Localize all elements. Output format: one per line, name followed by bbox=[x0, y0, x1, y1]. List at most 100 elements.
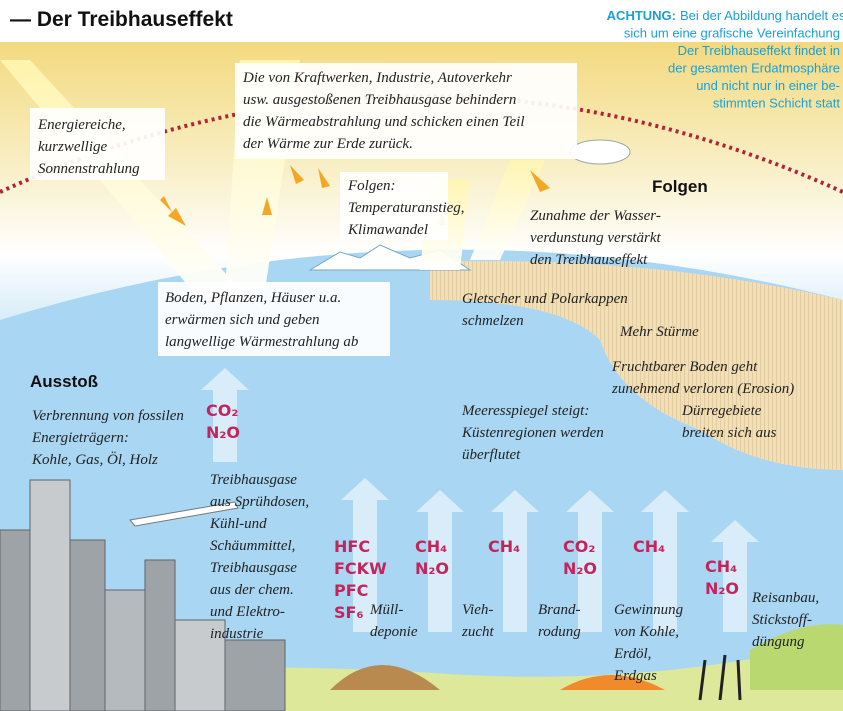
header-band bbox=[0, 0, 843, 42]
notice-line: und nicht nur in einer be- bbox=[696, 78, 840, 93]
source-text: Energieträgern: bbox=[31, 430, 129, 446]
landfill bbox=[330, 665, 440, 690]
source-text: von Kohle, bbox=[614, 624, 679, 640]
arrow bbox=[290, 165, 304, 184]
greenhouse-text: usw. ausgestoßenen Treibhausgase behinde… bbox=[243, 92, 516, 108]
notice-line: sich um eine grafische Vereinfachung bbox=[624, 26, 840, 41]
source-text: Erdöl, bbox=[613, 646, 651, 662]
sun-text: Energiereiche, bbox=[37, 117, 126, 133]
building bbox=[29, 479, 71, 711]
cloud bbox=[569, 139, 631, 165]
source-text: Treibhausgase bbox=[210, 560, 297, 576]
rig bbox=[736, 659, 742, 701]
heat-ray bbox=[470, 160, 545, 260]
source-text: Schäummittel, bbox=[210, 538, 295, 554]
greenhouse-text: Die von Kraftwerken, Industrie, Autoverk… bbox=[242, 70, 512, 86]
title: — Der Treibhauseffekt bbox=[10, 8, 233, 31]
consequence-text: Dürregebiete bbox=[681, 403, 762, 419]
source-text: Vieh- bbox=[462, 602, 493, 618]
notice-line: der gesamten Erdatmosphäre bbox=[668, 61, 840, 76]
city bbox=[0, 479, 286, 711]
section-heading: Ausstoß bbox=[30, 372, 98, 391]
gas-label: CH₄ bbox=[488, 537, 520, 556]
gas-label: PFC bbox=[334, 581, 368, 600]
building bbox=[144, 559, 176, 711]
consequence-text: breiten sich aus bbox=[682, 425, 777, 441]
sun-text: kurzwellige bbox=[38, 139, 107, 155]
gas-label: N₂O bbox=[563, 559, 597, 578]
notice-label: ACHTUNG: bbox=[607, 8, 676, 23]
source-text: Reisanbau, bbox=[751, 590, 819, 606]
up-arrow bbox=[201, 368, 249, 462]
source-text: Kühl-und bbox=[209, 516, 267, 532]
section-heading: Folgen bbox=[652, 177, 708, 196]
building bbox=[69, 539, 106, 711]
building bbox=[224, 639, 286, 711]
gas-label: FCKW bbox=[334, 559, 387, 578]
consequence-text: zunehmend verloren (Erosion) bbox=[611, 381, 794, 397]
up-arrow bbox=[416, 490, 464, 632]
consequence-text: Zunahme der Wasser- bbox=[530, 208, 661, 224]
building bbox=[104, 589, 146, 711]
rig bbox=[718, 654, 727, 701]
notice-line: stimmten Schicht statt bbox=[713, 96, 841, 111]
consequence-text: verdunstung verstärkt bbox=[530, 230, 662, 246]
sun-text: Sonnenstrahlung bbox=[38, 161, 140, 177]
gas-label: CO₂ bbox=[206, 401, 238, 420]
source-text: düngung bbox=[752, 634, 805, 650]
gas-label: HFC bbox=[334, 537, 370, 556]
ground-text: erwärmen sich und geben bbox=[165, 312, 320, 328]
arrow bbox=[318, 168, 330, 188]
greenhouse-text: der Wärme zur Erde zurück. bbox=[243, 136, 413, 152]
source-text: Erdgas bbox=[613, 668, 657, 684]
source-text: zucht bbox=[461, 624, 494, 640]
up-arrow bbox=[566, 490, 614, 632]
summary-text: Temperaturanstieg, bbox=[348, 200, 465, 216]
gas-label: N₂O bbox=[415, 559, 449, 578]
source-text: Kohle, Gas, Öl, Holz bbox=[31, 451, 158, 468]
land bbox=[430, 261, 843, 470]
up-arrow bbox=[641, 490, 689, 632]
arrows bbox=[160, 165, 550, 226]
consequence-text: Meeresspiegel steigt: bbox=[461, 403, 589, 419]
notice-line: Der Treibhauseffekt findet in bbox=[678, 43, 840, 58]
building bbox=[174, 619, 226, 711]
notice-line: Bei der Abbildung handelt es bbox=[680, 8, 843, 23]
up-arrow bbox=[711, 520, 759, 632]
oil-rigs bbox=[698, 654, 742, 701]
up-arrow bbox=[491, 490, 539, 632]
gas-label: CH₄ bbox=[415, 537, 447, 556]
consequence-text: den Treibhauseffekt bbox=[530, 252, 648, 268]
summary-text: Folgen: bbox=[347, 178, 395, 194]
consequence-text: Mehr Stürme bbox=[619, 324, 699, 340]
source-text: aus Sprühdosen, bbox=[210, 494, 309, 510]
arrow bbox=[160, 196, 186, 226]
consequence-text: Fruchtbarer Boden geht bbox=[611, 359, 758, 375]
building bbox=[0, 529, 31, 711]
airplane bbox=[129, 501, 239, 527]
consequence-text: schmelzen bbox=[462, 313, 524, 329]
source-text: aus der chem. bbox=[210, 582, 294, 598]
source-text: Stickstoff- bbox=[752, 612, 812, 628]
ground-text: Boden, Pflanzen, Häuser u.a. bbox=[165, 290, 341, 306]
gas-label: CH₄ bbox=[633, 537, 665, 556]
source-text: Müll- bbox=[369, 602, 403, 618]
summary-text: Klimawandel bbox=[347, 222, 428, 238]
ground-text: langwellige Wärmestrahlung ab bbox=[165, 334, 359, 350]
gas-label: N₂O bbox=[206, 423, 240, 442]
gas-label: CO₂ bbox=[563, 537, 595, 556]
source-text: und Elektro- bbox=[210, 604, 285, 620]
text-box bbox=[158, 282, 390, 356]
gas-label: N₂O bbox=[705, 579, 739, 598]
consequence-text: überflutet bbox=[462, 447, 521, 463]
source-text: rodung bbox=[538, 624, 581, 640]
source-text: industrie bbox=[210, 626, 264, 642]
text-box bbox=[235, 63, 577, 159]
rice-field bbox=[750, 624, 843, 690]
consequence-text: Küstenregionen werden bbox=[461, 425, 604, 441]
source-text: Gewinnung bbox=[614, 602, 684, 618]
fire bbox=[560, 675, 665, 690]
rig bbox=[698, 659, 707, 701]
gas-label: SF₆ bbox=[334, 603, 363, 622]
